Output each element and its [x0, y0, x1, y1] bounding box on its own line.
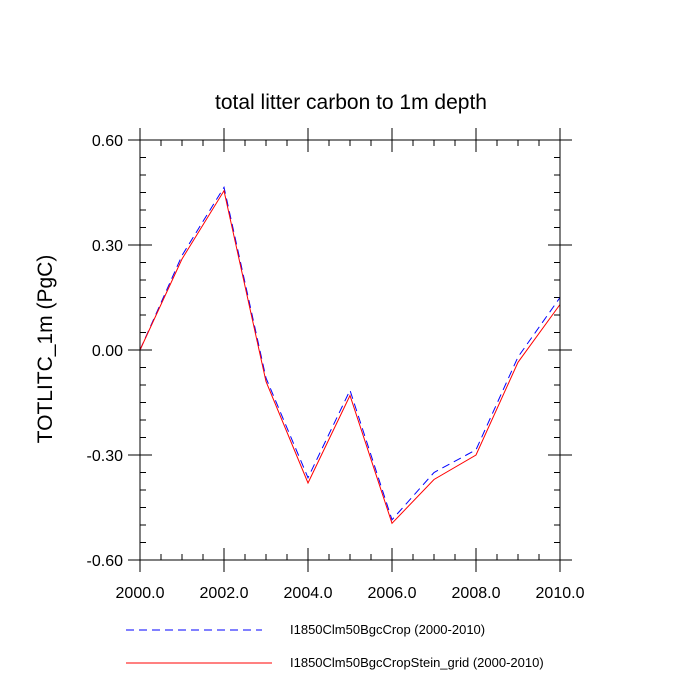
legend-label-crop: I1850Clm50BgcCrop (2000-2010)	[290, 622, 485, 637]
y-tick-label: -0.60	[87, 553, 124, 570]
legend-label-stein-grid: I1850Clm50BgcCropStein_grid (2000-2010)	[290, 655, 544, 670]
x-tick-label: 2004.0	[284, 585, 333, 602]
x-tick-labels: 2000.0 2002.0 2004.0 2006.0 2008.0 2010.0	[116, 585, 585, 602]
axis-ticks	[128, 128, 572, 572]
y-tick-label: 0.60	[92, 133, 123, 150]
series-line-1	[139, 189, 561, 525]
x-tick-label: 2000.0	[116, 585, 165, 602]
y-tick-label: -0.30	[87, 448, 124, 465]
series-line-0	[139, 185, 561, 521]
y-axis-label: TOTLITC_1m (PgC)	[34, 255, 57, 444]
y-tick-label: 0.30	[92, 238, 123, 255]
chart-title: total litter carbon to 1m depth	[215, 91, 487, 114]
data-series	[139, 185, 561, 525]
y-tick-labels: 0.60 0.30 0.00 -0.30 -0.60	[87, 133, 124, 570]
x-tick-label: 2008.0	[452, 585, 501, 602]
y-tick-label: 0.00	[92, 343, 123, 360]
x-tick-label: 2006.0	[368, 585, 417, 602]
plot-frame	[139, 139, 561, 561]
legend: I1850Clm50BgcCrop (2000-2010) I1850Clm50…	[126, 622, 544, 670]
x-tick-label: 2002.0	[200, 585, 249, 602]
x-tick-label: 2010.0	[536, 585, 585, 602]
